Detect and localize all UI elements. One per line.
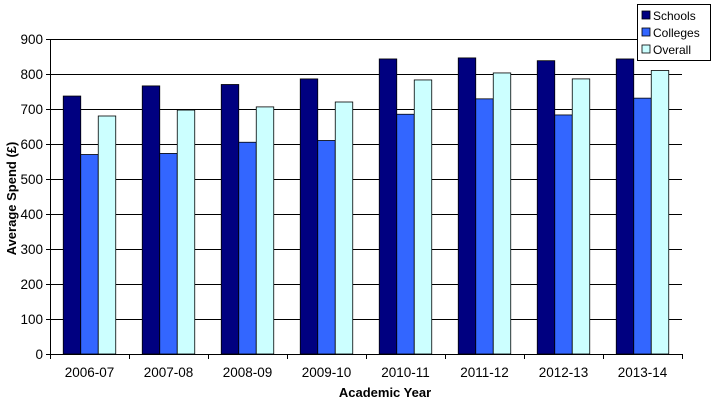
x-tick-label: 2009-10 — [302, 365, 352, 380]
bar-schools-2012-13 — [536, 60, 556, 355]
x-tick-label: 2012-13 — [539, 365, 589, 380]
bar-colleges-2006-07 — [80, 154, 99, 355]
bar-overall-2009-10 — [334, 101, 354, 355]
legend-label-schools: Schools — [653, 9, 696, 23]
y-tick-label: 900 — [20, 32, 43, 47]
bars — [62, 57, 670, 355]
legend-swatch-overall — [641, 44, 651, 54]
x-axis-title: Academic Year — [339, 385, 431, 400]
x-tick-label: 2007-08 — [144, 365, 194, 380]
y-tick-label: 400 — [20, 207, 43, 222]
bar-colleges-2011-12 — [475, 98, 494, 355]
bar-schools-2009-10 — [299, 78, 319, 355]
x-tick-label: 2011-12 — [460, 365, 509, 380]
y-tick-labels: 0 100 200 300 400 500 600 700 800 900 — [20, 32, 43, 362]
bar-overall-2013-14 — [650, 70, 670, 355]
y-tick-label: 0 — [35, 347, 43, 362]
x-tick-labels: 2006-07 2007-08 2008-09 2009-10 2010-11 2011-… — [65, 365, 668, 380]
y-axis-title: Average Spend (£) — [4, 142, 19, 256]
legend-label-colleges: Colleges — [653, 26, 700, 40]
legend: Schools Colleges Overall — [637, 4, 711, 61]
bar-schools-2006-07 — [62, 95, 82, 355]
legend-swatch-schools — [641, 10, 651, 20]
y-tick-label: 700 — [20, 102, 43, 117]
bar-overall-2008-09 — [255, 106, 275, 355]
y-tick-label: 200 — [20, 277, 43, 292]
bar-overall-2010-11 — [413, 79, 433, 355]
bar-schools-2013-14 — [615, 58, 635, 355]
bar-schools-2008-09 — [220, 84, 240, 355]
bar-colleges-2008-09 — [238, 141, 257, 355]
y-tick-label: 100 — [20, 312, 43, 327]
bar-overall-2007-08 — [176, 109, 196, 355]
bar-colleges-2007-08 — [159, 153, 178, 355]
x-tick-label: 2013-14 — [618, 365, 668, 380]
legend-label-overall: Overall — [653, 43, 691, 57]
bar-schools-2010-11 — [378, 58, 398, 355]
y-tick-label: 600 — [20, 137, 43, 152]
bar-colleges-2010-11 — [396, 113, 415, 355]
x-tick-label: 2008-09 — [223, 365, 273, 380]
bar-colleges-2009-10 — [317, 140, 336, 355]
legend-swatch-colleges — [641, 27, 651, 37]
bar-schools-2007-08 — [141, 85, 161, 355]
axes — [46, 39, 683, 359]
x-tick-label: 2010-11 — [381, 365, 430, 380]
bar-colleges-2013-14 — [633, 97, 652, 355]
y-tick-label: 800 — [20, 67, 43, 82]
y-tick-label: 300 — [20, 242, 43, 257]
bar-schools-2011-12 — [457, 57, 477, 355]
x-tick-label: 2006-07 — [65, 365, 115, 380]
bar-colleges-2012-13 — [554, 114, 573, 355]
bar-overall-2012-13 — [571, 78, 591, 355]
bar-overall-2006-07 — [97, 115, 117, 355]
y-tick-label: 500 — [20, 172, 43, 187]
bar-overall-2011-12 — [492, 72, 512, 355]
